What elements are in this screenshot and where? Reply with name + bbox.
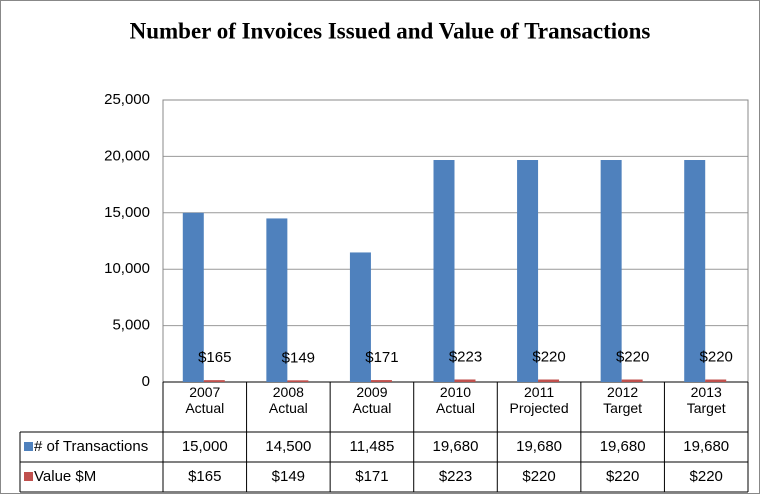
x-tick-label: 2010 Actual (436, 384, 475, 416)
bar (705, 379, 727, 382)
table-cell: $171 (355, 468, 388, 485)
table-cell: $220 (690, 468, 723, 485)
y-tick-label: 25,000 (104, 91, 150, 108)
data-label: $149 (282, 349, 315, 366)
data-label: $220 (616, 348, 649, 365)
table-cell: 19,680 (683, 438, 729, 455)
table-cell: $165 (188, 468, 221, 485)
y-tick-label: 5,000 (112, 317, 150, 334)
data-label: $171 (365, 349, 398, 366)
y-tick-label: 20,000 (104, 147, 150, 164)
table-cell: $220 (606, 468, 639, 485)
table-cell: $149 (272, 468, 305, 485)
x-tick-label-box: 2010 Actual (436, 384, 475, 416)
y-tick-label: 10,000 (104, 260, 150, 277)
x-tick-label-box: 2013 Target (686, 384, 726, 416)
bar (266, 218, 288, 382)
table-cell: $220 (522, 468, 555, 485)
legend-label: # of Transactions (34, 438, 148, 455)
legend-key (24, 442, 33, 451)
bar (203, 380, 225, 382)
bar (684, 160, 706, 382)
bar (621, 379, 643, 382)
data-label: $220 (532, 348, 565, 365)
bar (433, 160, 455, 382)
table-cell: 19,680 (433, 438, 479, 455)
x-tick-label: 2009 Actual (352, 384, 392, 416)
chart-title: Number of Invoices Issued and Value of T… (130, 18, 651, 43)
table-cell: 15,000 (182, 438, 228, 455)
legend-label: Value $M (34, 468, 96, 485)
x-tick-label-box: 2007 Actual (185, 384, 225, 416)
x-tick-label-box: 2008 Actual (268, 384, 308, 416)
table-cell: 19,680 (600, 438, 646, 455)
x-tick-label: 2011 Projected (509, 384, 569, 416)
data-label: $223 (449, 348, 482, 365)
bar (454, 379, 476, 382)
x-tick-label: 2008 Actual (268, 384, 308, 416)
x-tick-label-box: 2012 Target (603, 384, 643, 416)
x-tick-label-box: 2011 Projected (509, 384, 569, 416)
data-label: $220 (700, 348, 733, 365)
x-tick-label-box: 2009 Actual (352, 384, 392, 416)
bar (370, 380, 392, 382)
bar (349, 252, 371, 382)
table-cell: 11,485 (350, 438, 395, 455)
bar (287, 380, 309, 382)
bar (538, 379, 560, 382)
table-cell: 19,680 (516, 438, 562, 455)
legend-key (24, 472, 33, 481)
x-tick-label: 2013 Target (686, 384, 726, 416)
x-tick-label: 2012 Target (603, 384, 643, 416)
table-cell: 14,500 (265, 438, 311, 455)
y-tick-label: 0 (142, 373, 150, 390)
table-cell: $223 (439, 468, 472, 485)
bar (600, 160, 622, 382)
x-tick-label: 2007 Actual (185, 384, 225, 416)
bar (182, 212, 204, 382)
bar (517, 160, 539, 382)
y-tick-label: 15,000 (104, 204, 150, 221)
data-label: $165 (198, 349, 231, 366)
